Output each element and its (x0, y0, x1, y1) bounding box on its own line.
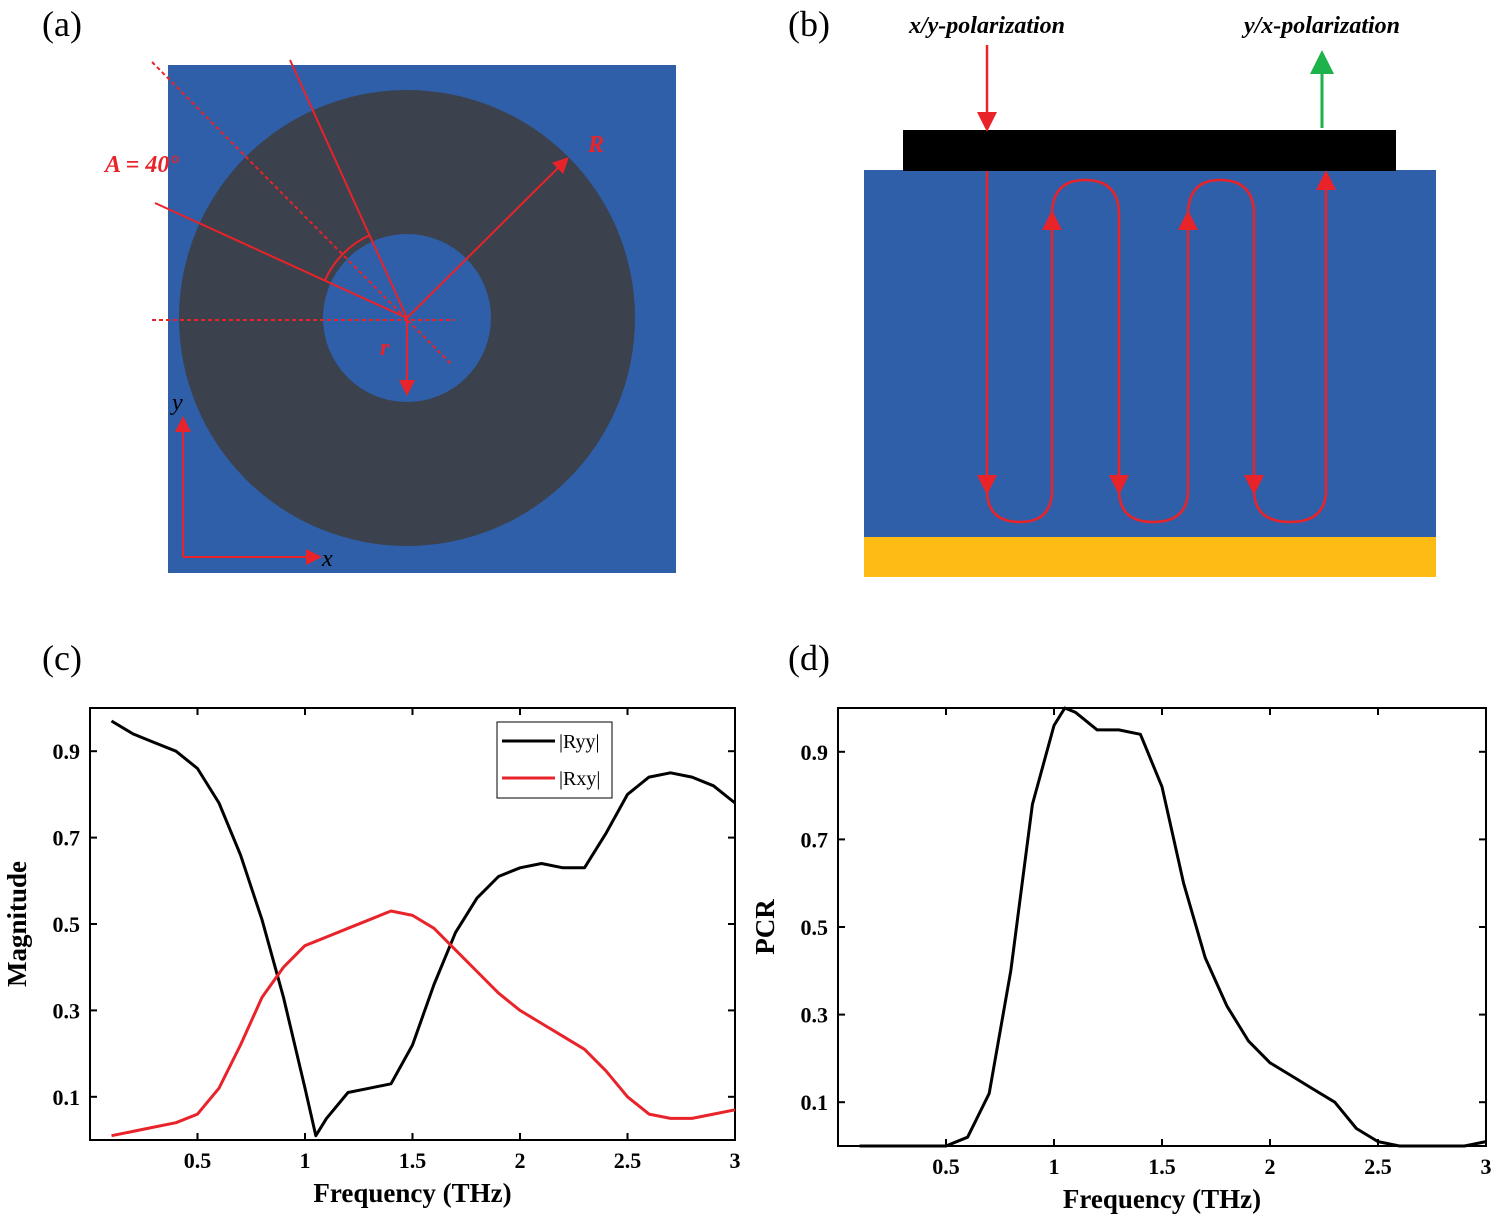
x-tick-label: 1 (300, 1148, 311, 1173)
data-line (859, 706, 1487, 1148)
panel-label: (b) (788, 4, 830, 44)
polarization-label: x/y-polarization (908, 13, 1065, 39)
x-axis-label: Frequency (THz) (1063, 1184, 1261, 1214)
plot-frame (837, 707, 1487, 1147)
y-tick-label: 0.9 (801, 740, 829, 765)
plot-frame (89, 707, 736, 1141)
x-tick-label: 1.5 (399, 1148, 427, 1173)
unit-cell-diagram: A = 40° R r x y (103, 59, 676, 573)
y-tick-label: 0.1 (801, 1090, 829, 1115)
x-tick-label: 3 (1481, 1154, 1492, 1179)
x-tick-label: 2 (1265, 1154, 1276, 1179)
data-line (110, 719, 736, 1138)
legend-label: |Ryy| (559, 731, 600, 753)
legend-label: |Rxy| (559, 768, 600, 790)
y-tick-label: 0.1 (53, 1085, 81, 1110)
side-view-diagram: x/y-polarization y/x-polarization (864, 13, 1436, 577)
radius-label: R (587, 132, 604, 158)
x-tick-label: 2 (515, 1148, 526, 1173)
angle-label: A = 40° (103, 152, 179, 178)
x-axis-label: Frequency (THz) (313, 1178, 511, 1208)
x-tick-label: 2.5 (1364, 1154, 1392, 1179)
x-tick-label: 0.5 (932, 1154, 960, 1179)
x-tick-label: 3 (730, 1148, 741, 1173)
y-tick-label: 0.3 (801, 1003, 829, 1028)
x-tick-label: 0.5 (184, 1148, 212, 1173)
data-line (111, 909, 736, 1138)
y-axis-label: PCR (750, 899, 780, 955)
y-tick-label: 0.5 (801, 915, 829, 940)
axis-label: y (170, 390, 183, 416)
y-tick-label: 0.9 (53, 739, 81, 764)
polarization-label: y/x-polarization (1241, 13, 1400, 39)
axis-label: x (321, 546, 333, 572)
x-tick-label: 1.5 (1148, 1154, 1176, 1179)
panel-label: (c) (42, 638, 82, 678)
y-tick-label: 0.7 (53, 826, 81, 851)
y-tick-label: 0.5 (53, 912, 81, 937)
legend-box (496, 721, 613, 799)
y-tick-label: 0.7 (801, 827, 829, 852)
x-tick-label: 2.5 (614, 1148, 642, 1173)
y-axis-label: Magnitude (2, 861, 32, 987)
panel-label: (a) (42, 4, 82, 44)
radius-label: r (380, 335, 390, 361)
panel-label: (d) (788, 638, 830, 678)
y-tick-label: 0.3 (53, 998, 81, 1023)
x-tick-label: 1 (1049, 1154, 1060, 1179)
